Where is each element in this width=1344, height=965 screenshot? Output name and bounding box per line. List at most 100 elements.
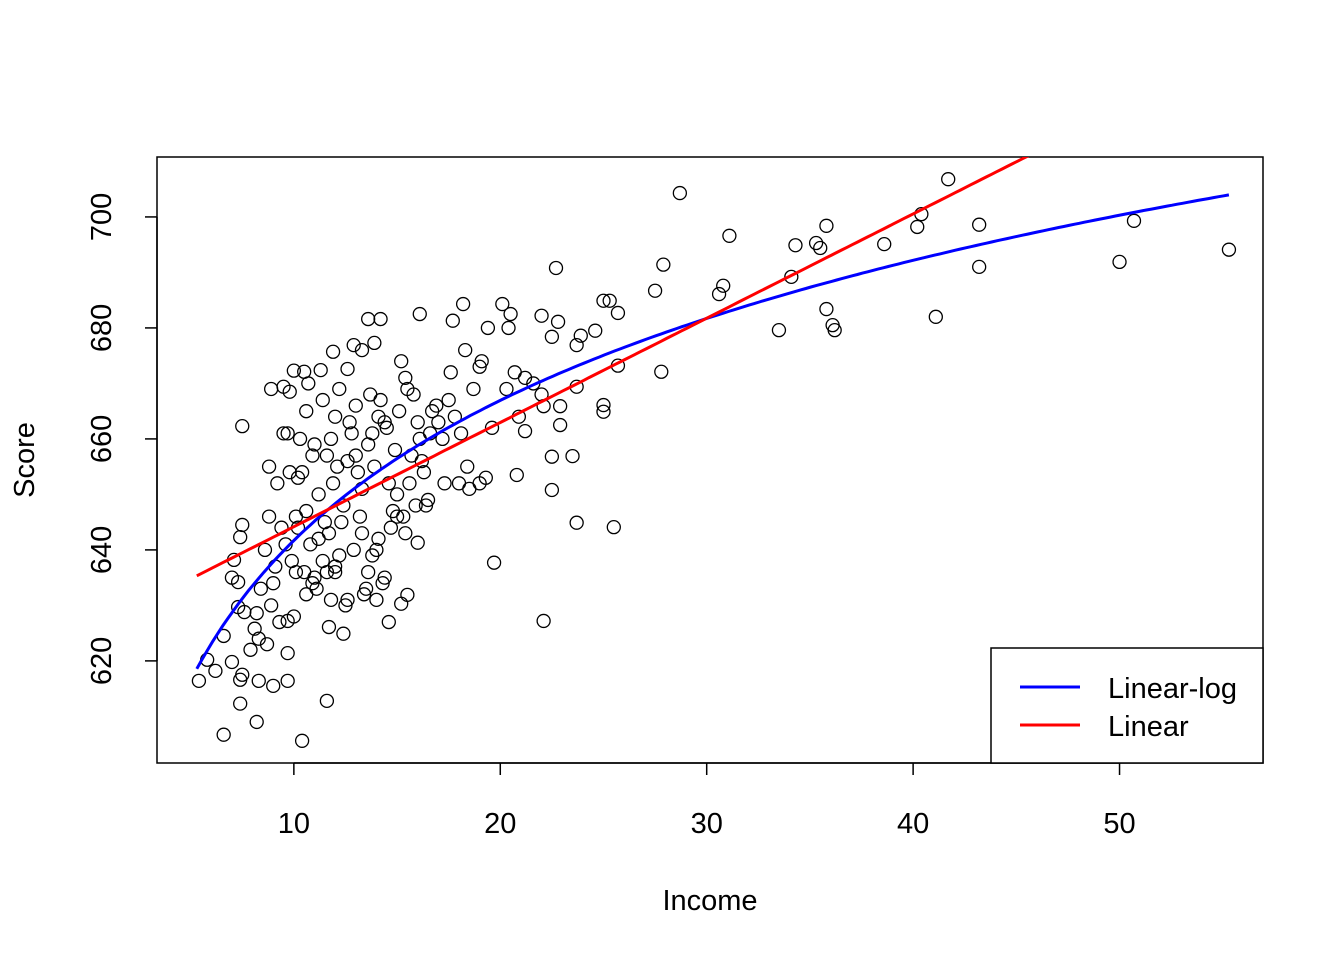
- data-point: [243, 642, 258, 657]
- data-point: [303, 537, 318, 552]
- data-point: [361, 311, 376, 327]
- data-point: [383, 520, 399, 535]
- y-tick-label: 620: [86, 637, 118, 685]
- fit-line-linear: [196, 157, 1030, 578]
- y-tick-label: 700: [86, 193, 118, 241]
- data-point: [517, 370, 533, 386]
- data-point: [548, 260, 564, 276]
- data-point: [292, 431, 308, 447]
- data-point: [808, 235, 824, 251]
- data-point: [338, 598, 353, 613]
- data-point: [346, 542, 361, 558]
- data-point: [877, 236, 892, 252]
- data-point: [321, 619, 337, 635]
- data-point: [453, 426, 469, 441]
- data-point: [301, 376, 316, 391]
- data-point: [573, 328, 588, 343]
- data-point: [276, 426, 291, 441]
- data-point: [972, 259, 987, 275]
- data-point: [371, 531, 386, 546]
- data-point: [325, 344, 341, 359]
- data-point: [1112, 254, 1127, 270]
- data-point: [266, 576, 281, 591]
- data-point: [647, 283, 663, 298]
- data-point: [235, 667, 250, 682]
- y-tick-label: 660: [86, 415, 118, 463]
- data-point: [354, 526, 370, 541]
- data-point: [233, 529, 248, 545]
- data-point: [354, 342, 370, 358]
- data-point: [251, 673, 266, 689]
- data-point: [356, 587, 372, 602]
- data-point: [972, 217, 987, 232]
- data-point: [499, 381, 514, 397]
- data-point: [606, 519, 621, 535]
- data-point: [431, 415, 446, 430]
- data-point: [191, 673, 207, 689]
- data-point: [501, 320, 516, 336]
- data-point: [400, 587, 415, 603]
- data-point: [610, 305, 626, 321]
- data-point: [460, 459, 475, 474]
- data-point: [672, 185, 688, 201]
- data-point: [233, 696, 248, 711]
- data-point: [365, 426, 380, 441]
- data-point: [249, 606, 264, 621]
- data-point: [224, 654, 240, 670]
- data-point: [827, 322, 842, 338]
- data-point: [387, 442, 403, 458]
- data-point: [334, 515, 349, 530]
- data-point: [261, 459, 277, 474]
- data-point: [253, 581, 268, 596]
- x-axis: 10 20 30 40 50: [278, 762, 1136, 840]
- data-point: [280, 645, 295, 661]
- data-point: [294, 733, 310, 748]
- data-point: [381, 614, 396, 630]
- x-tick-label: 30: [691, 808, 723, 840]
- data-point: [928, 309, 943, 324]
- data-point: [544, 482, 560, 498]
- data-point: [408, 498, 423, 513]
- data-point: [416, 465, 432, 480]
- data-point: [373, 311, 388, 327]
- data-point: [509, 467, 524, 483]
- data-point: [410, 535, 425, 550]
- data-point: [565, 448, 580, 464]
- data-point: [216, 727, 231, 742]
- data-point: [313, 362, 328, 378]
- data-point: [398, 526, 413, 541]
- data-point: [235, 418, 250, 434]
- data-point: [569, 515, 584, 530]
- data-point: [544, 329, 560, 344]
- legend-box: [990, 647, 1264, 764]
- data-point: [346, 337, 361, 353]
- data-point: [711, 286, 727, 302]
- fit-line-linear-log: [195, 193, 1230, 670]
- fit-lines-layer: [195, 157, 1230, 670]
- x-tick-label: 50: [1103, 808, 1135, 840]
- data-point: [1221, 242, 1237, 257]
- data-point: [596, 404, 611, 419]
- data-point: [235, 517, 250, 533]
- data-point: [389, 509, 405, 524]
- data-point: [299, 587, 314, 602]
- data-point: [350, 465, 365, 480]
- data-point: [391, 404, 407, 419]
- legend-label-linear-log: Linear-log: [1108, 673, 1237, 705]
- data-point: [319, 564, 335, 580]
- data-point: [315, 392, 330, 408]
- data-point: [272, 614, 287, 630]
- y-tick-label: 680: [86, 304, 118, 352]
- data-point: [771, 322, 787, 338]
- data-point: [418, 498, 434, 513]
- data-point: [389, 487, 405, 502]
- data-point: [596, 397, 611, 413]
- data-point: [327, 409, 343, 424]
- data-point: [230, 574, 246, 590]
- data-point: [458, 342, 473, 358]
- data-point: [280, 673, 295, 689]
- data-point: [569, 337, 584, 353]
- data-point: [307, 437, 322, 452]
- data-point: [654, 364, 669, 379]
